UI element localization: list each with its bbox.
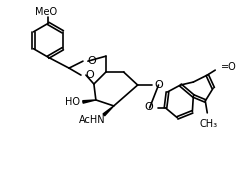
Text: O: O xyxy=(155,80,163,90)
Text: =O: =O xyxy=(221,62,237,72)
Polygon shape xyxy=(83,100,96,103)
Text: O: O xyxy=(87,56,96,66)
Text: O: O xyxy=(145,102,154,112)
Polygon shape xyxy=(103,106,114,116)
Text: MeO: MeO xyxy=(35,7,57,17)
Text: HO: HO xyxy=(65,97,79,107)
Text: O: O xyxy=(85,70,94,80)
Text: CH₃: CH₃ xyxy=(199,119,217,129)
Text: AcHN: AcHN xyxy=(78,115,105,125)
